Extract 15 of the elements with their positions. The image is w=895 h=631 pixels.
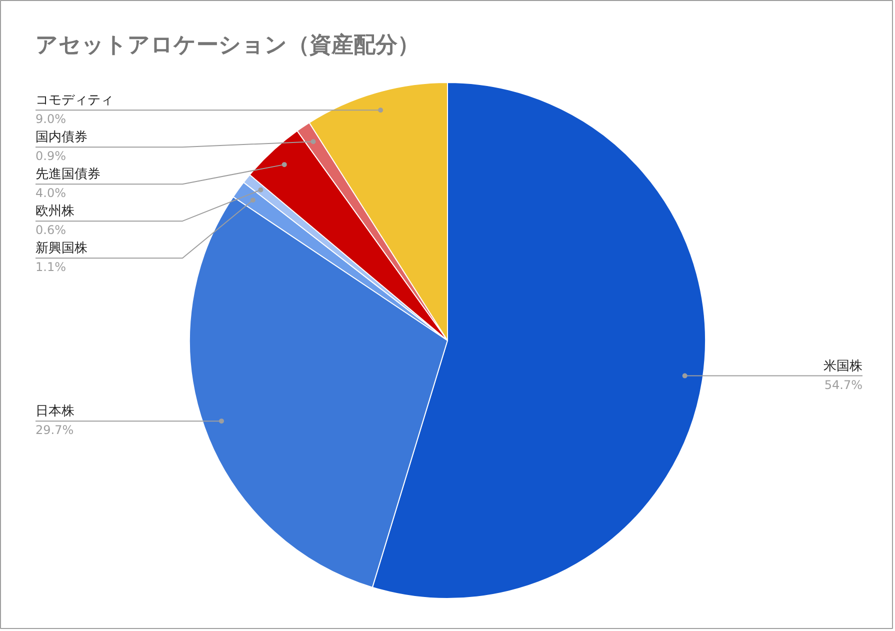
slice-label: コモディティ (36, 93, 114, 108)
slice-label: 欧州株 (36, 204, 74, 220)
data-label: 0.6% (36, 223, 66, 238)
slice-label: 日本株 (36, 404, 74, 420)
data-label: 4.0% (36, 186, 66, 200)
slice-label: 米国株 (824, 358, 862, 374)
slice-label: 新興国株 (36, 241, 88, 256)
data-label: 0.9% (36, 149, 66, 164)
data-label: 54.7% (824, 378, 863, 392)
data-label: 9.0% (36, 112, 66, 126)
data-label: 29.7% (36, 423, 74, 438)
chart-title: アセットアロケーション（資産配分） (36, 32, 420, 58)
slice-label: 先進国債券 (36, 167, 100, 182)
slice-label: 国内債券 (36, 130, 88, 146)
data-label: 1.1% (36, 260, 66, 274)
